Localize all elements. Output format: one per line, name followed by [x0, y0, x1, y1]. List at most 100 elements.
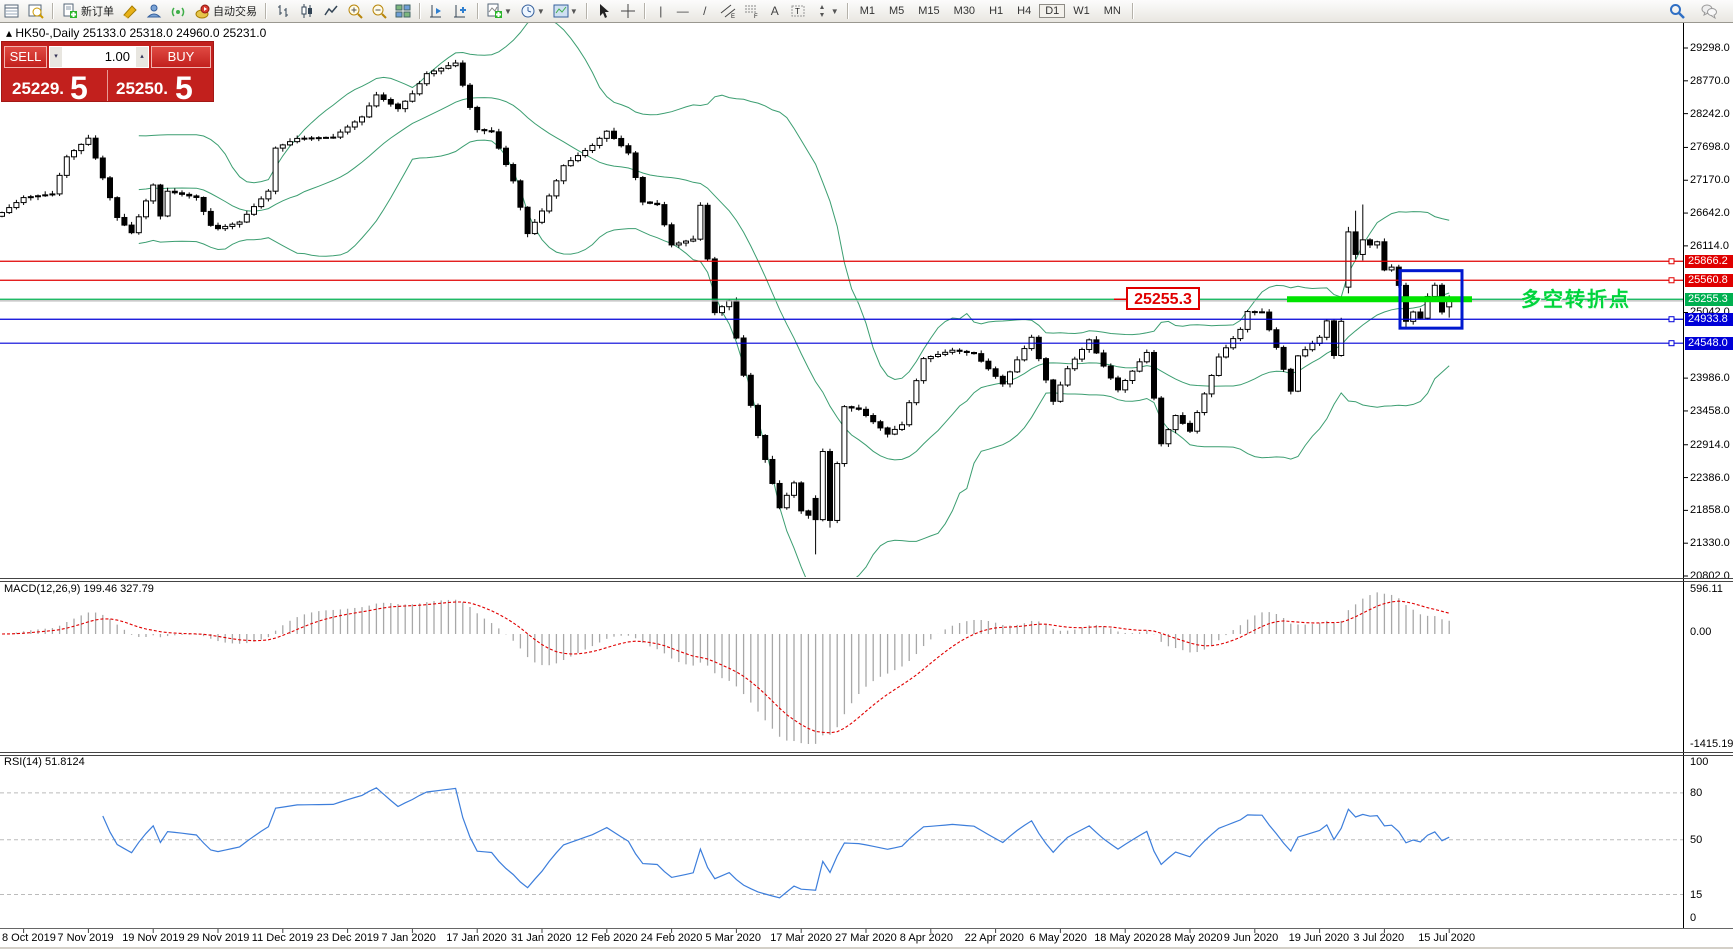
sell-price[interactable]: 25229. 5 — [4, 70, 104, 101]
toolbar-separator — [1131, 3, 1134, 19]
new-order-button[interactable]: 新订单 — [59, 2, 117, 20]
timeframe-M5[interactable]: M5 — [888, 5, 905, 17]
turning-point-bar[interactable] — [1287, 296, 1472, 303]
crosshair-button[interactable] — [617, 2, 639, 20]
toolbar-right-icons — [1665, 2, 1721, 20]
timeframe-H1[interactable]: H1 — [989, 5, 1004, 17]
price-axis-tick: 23986.0 — [1690, 372, 1730, 384]
buy-price[interactable]: 25250. 5 — [107, 70, 212, 101]
timeframe-D1[interactable]: D1 — [1039, 4, 1066, 18]
date-axis-tick: 11 Dec 2019 — [251, 932, 314, 944]
price-axis-tick: 22914.0 — [1690, 439, 1730, 451]
crayon-icon[interactable] — [119, 2, 141, 20]
zoom-out-button[interactable] — [368, 2, 390, 20]
price-axis-tick: 26114.0 — [1690, 240, 1729, 252]
auto-trading-label: 自动交易 — [213, 6, 257, 18]
date-axis-tick: 15 Jul 2020 — [1418, 932, 1476, 944]
price-callout-label[interactable]: 25255.3 — [1126, 287, 1200, 310]
collapse-arrow-icon[interactable]: ▴ — [6, 26, 13, 40]
date-axis-tick: 22 Apr 2020 — [964, 932, 1024, 944]
chart-shift-button[interactable] — [450, 2, 472, 20]
date-axis-tick: 31 Jan 2020 — [511, 932, 572, 944]
horizontal-line-24548.0[interactable] — [0, 340, 1683, 347]
toolbar-separator — [846, 3, 849, 19]
panel-separator[interactable] — [0, 578, 1733, 579]
timeframe-M30[interactable]: M30 — [953, 5, 976, 17]
chat-icon[interactable] — [1698, 2, 1720, 20]
template-button[interactable]: ▼ — [550, 2, 581, 20]
periods-clock-button[interactable]: ▼ — [517, 2, 548, 20]
draw-label-button[interactable]: T — [787, 2, 809, 20]
rsi-label: RSI(14) 51.8124 — [4, 756, 85, 768]
cursor-button[interactable] — [593, 2, 615, 20]
timeframe-H4[interactable]: H4 — [1017, 5, 1032, 17]
turning-point-annotation[interactable]: 多空转折点 — [1521, 289, 1631, 311]
candles[interactable] — [0, 59, 1453, 555]
date-axis-tick: 19 Nov 2019 — [122, 932, 185, 944]
price-line-badge: 25560.8 — [1685, 274, 1733, 287]
tile-windows-button[interactable] — [392, 2, 414, 20]
price-axis-line — [1683, 23, 1684, 928]
toolbar-separator — [585, 3, 588, 19]
price-line-badge: 24548.0 — [1685, 337, 1733, 350]
market-watch-button[interactable] — [1, 2, 23, 20]
timeframe-MN[interactable]: MN — [1103, 5, 1121, 17]
horizontal-line-25866.2[interactable] — [0, 258, 1683, 265]
arrows-button[interactable]: ▼ — [811, 2, 842, 20]
chart-play-button[interactable] — [426, 2, 448, 20]
consolidation-box[interactable] — [1398, 269, 1464, 330]
date-axis-tick: 27 Mar 2020 — [835, 932, 897, 944]
price-axis-tick: 26642.0 — [1690, 207, 1730, 219]
price-axis-tick: 23458.0 — [1690, 405, 1730, 417]
search-icon[interactable] — [1666, 2, 1688, 20]
trendline-button[interactable]: / — [703, 4, 707, 18]
price-axis-tick: 28770.0 — [1690, 75, 1730, 87]
volume-up-button[interactable]: ▴ — [135, 46, 149, 68]
auto-trading-button[interactable]: 自动交易 — [191, 2, 260, 20]
timeframe-W1[interactable]: W1 — [1073, 5, 1090, 17]
candlestick-button[interactable] — [296, 2, 318, 20]
volume-down-button[interactable]: ▾ — [49, 46, 63, 68]
price-axis-tick: 27698.0 — [1690, 141, 1730, 153]
volume-input[interactable]: 1.00 — [63, 46, 135, 68]
zoom-in-button[interactable] — [344, 2, 366, 20]
bar-chart-button[interactable] — [272, 2, 294, 20]
buy-button[interactable]: BUY — [151, 46, 211, 68]
signal-icon[interactable] — [167, 2, 189, 20]
horizontal-line-button[interactable]: — — [676, 4, 689, 18]
price-line-badge: 25255.3 — [1685, 293, 1733, 306]
price-axis-tick: 21330.0 — [1690, 537, 1730, 549]
equidistant-channel-button[interactable]: E — [717, 2, 739, 20]
vertical-line-button[interactable]: | — [659, 4, 663, 18]
panel-separator[interactable] — [0, 752, 1733, 753]
svg-text:E: E — [731, 14, 735, 19]
line-chart-button[interactable] — [320, 2, 342, 20]
date-axis-tick: 19 Jun 2020 — [1288, 932, 1350, 944]
add-indicator-button[interactable]: ▼ — [484, 2, 515, 20]
toolbar-separator — [52, 3, 54, 19]
timeframe-M15[interactable]: M15 — [918, 5, 940, 17]
buy-price-big-digit: 5 — [175, 70, 193, 101]
sell-price-main: 25229. — [12, 79, 64, 98]
rsi-scale-label: 50 — [1690, 834, 1703, 846]
fibonacci-button[interactable]: F — [741, 2, 763, 20]
date-axis-tick: 3 Jul 2020 — [1353, 932, 1405, 944]
macd-indicator — [1, 592, 1450, 744]
macd-scale-label: -1415.19 — [1690, 738, 1733, 750]
horizontal-line-24933.8[interactable] — [0, 316, 1683, 323]
new-order-label: 新订单 — [81, 6, 114, 18]
rsi-scale-label: 80 — [1690, 787, 1703, 799]
sell-button[interactable]: SELL — [4, 46, 47, 68]
svg-text:T: T — [795, 7, 800, 16]
data-window-button[interactable] — [25, 2, 47, 20]
macd-label: MACD(12,26,9) 199.46 327.79 — [4, 583, 154, 595]
date-axis-tick: 24 Feb 2020 — [640, 932, 703, 944]
draw-text-button[interactable]: A — [770, 4, 779, 18]
community-icon[interactable] — [143, 2, 165, 20]
toolbar-separator — [477, 3, 479, 19]
timeframe-M1[interactable]: M1 — [859, 5, 875, 17]
date-axis-tick: 6 May 2020 — [1029, 932, 1087, 944]
horizontal-line-25560.8[interactable] — [0, 277, 1683, 284]
buy-price-main: 25250. — [116, 79, 168, 98]
